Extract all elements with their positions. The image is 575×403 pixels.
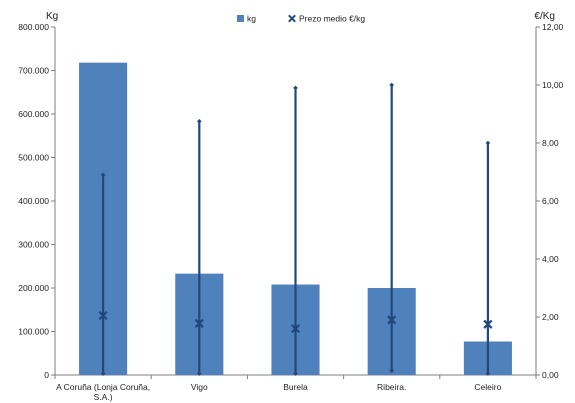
- right-tick-label: 12,00: [542, 22, 564, 32]
- price-high-marker: [197, 118, 202, 124]
- category-label: Celeiro: [474, 382, 501, 392]
- price-mean-marker: [483, 319, 493, 329]
- left-tick-label: 700.000: [18, 66, 49, 76]
- right-tick-label: 6,00: [542, 196, 559, 206]
- price-low-marker: [197, 371, 202, 376]
- price-high-marker: [389, 82, 394, 88]
- left-tick-label: 400.000: [18, 196, 49, 206]
- left-tick-label: 100.000: [18, 327, 49, 337]
- right-tick-label: 2,00: [542, 312, 559, 322]
- right-tick-label: 4,00: [542, 254, 559, 264]
- left-axis-title: Kg: [46, 11, 58, 22]
- left-tick-label: 500.000: [18, 153, 49, 163]
- price-mean-marker: [194, 318, 204, 328]
- price-mean-marker: [98, 310, 108, 321]
- price-low-marker: [389, 368, 394, 373]
- price-low-marker: [100, 371, 106, 376]
- category-label: S.A.): [94, 392, 113, 402]
- price-mean-marker: [387, 315, 397, 325]
- right-axis-title: €/Kg: [534, 11, 555, 22]
- price-low-marker: [293, 371, 298, 376]
- left-tick-label: 200.000: [18, 283, 49, 293]
- legend-swatch-kg: [237, 15, 244, 22]
- price-high-marker: [485, 140, 491, 146]
- legend: kg Prezo medio €/kg: [237, 14, 365, 24]
- price-mean-marker: [290, 324, 301, 334]
- price-high-marker: [293, 85, 298, 91]
- right-tick-label: 10,00: [542, 80, 564, 90]
- legend-swatch-price: [288, 14, 296, 23]
- axes: 0 100.000 200.000 300.000 400.000 500.000 600.…: [18, 11, 563, 402]
- legend-label-price: Prezo medio €/kg: [299, 14, 365, 24]
- right-tick-label: 0,00: [542, 370, 559, 380]
- category-label: Ribeira.: [377, 382, 406, 392]
- left-tick-label: 0: [44, 370, 49, 380]
- category-label: A Coruña (Lonja Coruña,: [56, 382, 150, 392]
- price-series: [98, 82, 493, 376]
- category-label: Burela: [283, 382, 308, 392]
- legend-label-kg: kg: [247, 14, 256, 24]
- price-high-marker: [100, 172, 106, 178]
- right-tick-label: 8,00: [542, 138, 559, 148]
- left-tick-label: 600.000: [18, 109, 49, 119]
- price-low-marker: [485, 371, 491, 376]
- left-tick-label: 300.000: [18, 240, 49, 250]
- left-tick-label: 800.000: [18, 22, 49, 32]
- category-label: Vigo: [191, 382, 208, 392]
